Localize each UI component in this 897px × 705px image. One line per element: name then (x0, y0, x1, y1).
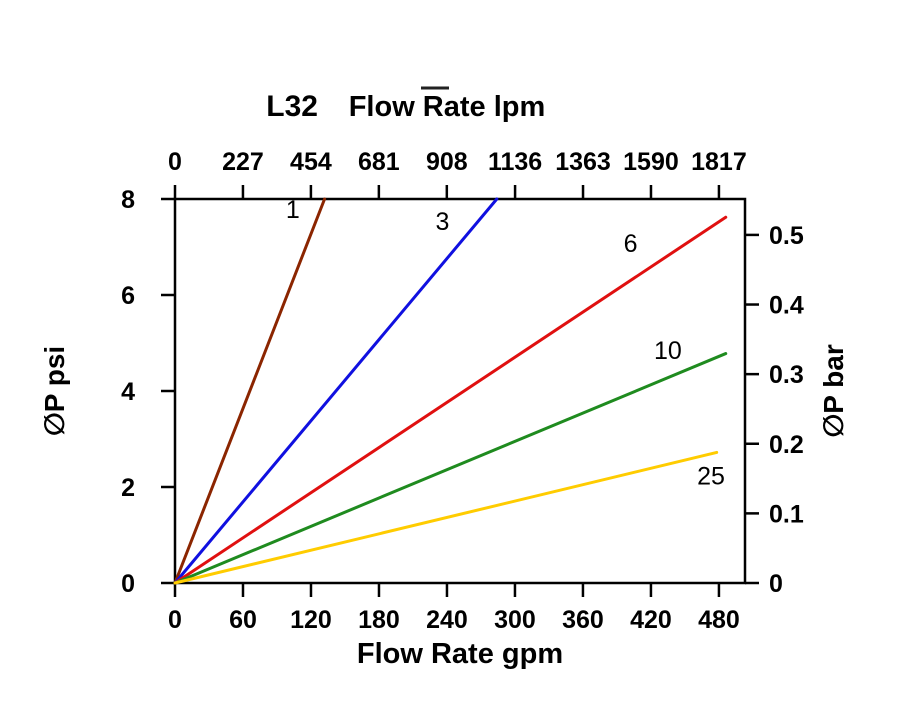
x-top-tick-label: 1590 (623, 148, 679, 176)
x-bottom-tick-label: 480 (698, 606, 740, 634)
x-bottom-tick-label: 240 (426, 606, 468, 634)
y-left-tick-label: 4 (121, 378, 135, 406)
y-right-tick-label: 0 (769, 570, 783, 598)
x-bottom-tick-label: 420 (630, 606, 672, 634)
x-top-tick-label: 454 (290, 148, 332, 176)
y-left-tick-label: 0 (121, 570, 135, 598)
x-bottom-tick-label: 300 (494, 606, 536, 634)
x-axis-label: Flow Rate gpm (357, 638, 563, 670)
curve-label-1: 1 (286, 196, 300, 224)
curve-label-25: 25 (697, 463, 725, 491)
x-top-tick-label: 1817 (691, 148, 747, 176)
y-right-tick-label: 0.4 (769, 292, 804, 320)
y-left-axis-label: ∅P psi (39, 346, 70, 436)
y-left-tick-label: 8 (121, 186, 135, 214)
curve-label-10: 10 (654, 337, 682, 365)
x-bottom-tick-label: 360 (562, 606, 604, 634)
curve-6 (173, 215, 728, 585)
x-bottom-tick-label: 0 (168, 606, 182, 634)
x-top-tick-label: 227 (222, 148, 264, 176)
curve-10 (173, 352, 728, 585)
x-bottom-tick-label: 60 (229, 606, 257, 634)
chart-title: Flow Rate lpm (349, 91, 546, 123)
x-top-tick-label: 1363 (555, 148, 611, 176)
curve-label-3: 3 (435, 208, 449, 236)
y-right-tick-label: 0.3 (769, 361, 804, 389)
y-right-tick-label: 0.1 (769, 500, 804, 528)
y-left-tick-label: 6 (121, 282, 135, 310)
curve-3 (173, 197, 499, 585)
curve-25 (173, 450, 719, 585)
x-top-tick-label: 1136 (488, 148, 542, 176)
y-right-axis-label: ∅P bar (818, 344, 849, 438)
y-right-tick-label: 0.5 (769, 222, 804, 250)
y-left-tick-label: 2 (121, 474, 135, 502)
x-top-tick-label: 0 (168, 148, 182, 176)
x-top-tick-label: 681 (358, 148, 400, 176)
x-bottom-tick-label: 120 (290, 606, 332, 634)
x-top-tick-label: 908 (426, 148, 468, 176)
y-right-tick-label: 0.2 (769, 431, 804, 459)
x-bottom-tick-label: 180 (358, 606, 400, 634)
curve-1 (173, 197, 327, 585)
curve-label-6: 6 (624, 230, 638, 258)
chart-model-label: L32 (266, 90, 318, 123)
